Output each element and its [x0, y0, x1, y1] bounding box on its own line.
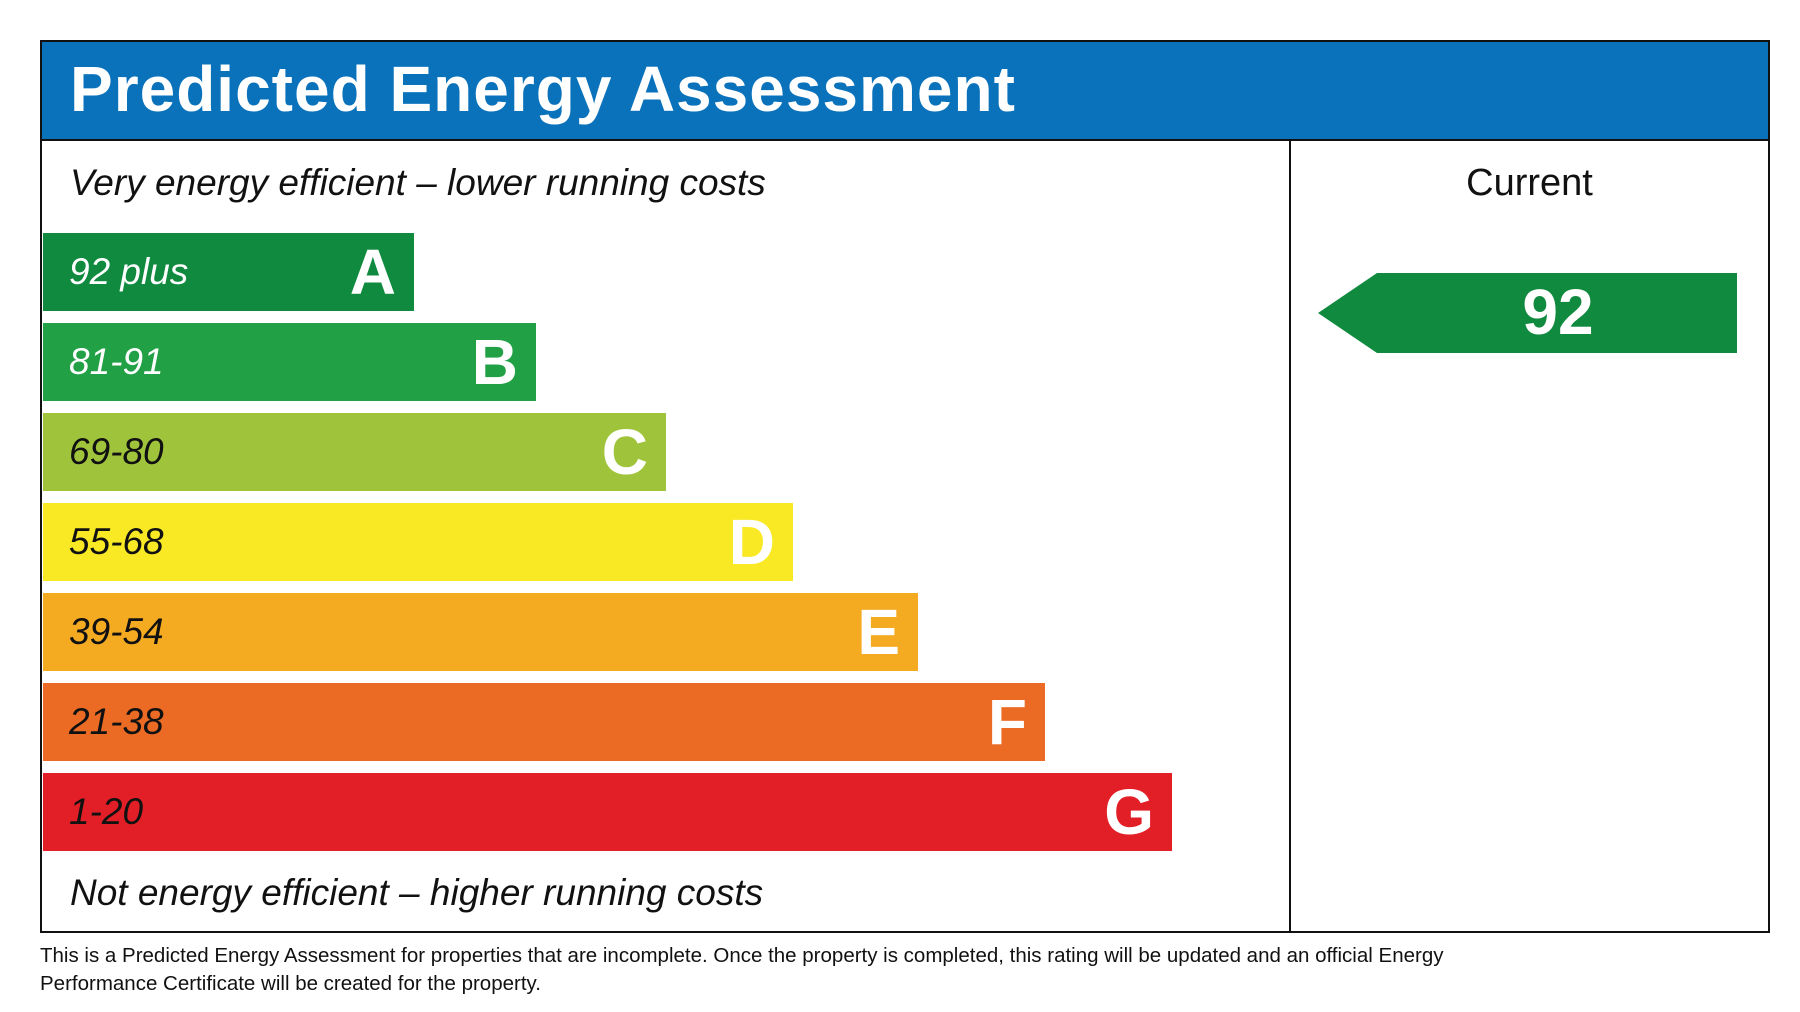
band-a: 92 plus A — [43, 233, 414, 311]
band-range: 92 plus — [69, 251, 189, 292]
page-title: Predicted Energy Assessment — [70, 53, 1016, 125]
band-letter: A — [349, 236, 396, 308]
column-divider — [1289, 141, 1291, 931]
header-bar: Predicted Energy Assessment — [42, 42, 1768, 141]
band-letter: C — [601, 416, 648, 488]
current-rating-value: 92 — [1522, 276, 1593, 348]
band-letter: F — [987, 686, 1027, 758]
band-f: 21-38 F — [43, 683, 1045, 761]
arrow-shape — [1318, 273, 1737, 353]
band-letter: B — [471, 326, 518, 398]
band-letter: D — [728, 506, 775, 578]
top-note: Very energy efficient – lower running co… — [70, 162, 766, 203]
band-letter: E — [857, 596, 900, 668]
band-range: 21-38 — [69, 701, 164, 742]
band-range: 39-54 — [69, 611, 164, 652]
band-d: 55-68 D — [43, 503, 793, 581]
band-b: 81-91 B — [43, 323, 536, 401]
band-range: 55-68 — [69, 521, 164, 562]
band-letter: G — [1104, 776, 1154, 848]
band-range: 1-20 — [69, 791, 144, 832]
footer-disclaimer: This is a Predicted Energy Assessment fo… — [40, 944, 1444, 995]
band-range: 81-91 — [69, 341, 164, 382]
current-rating-arrow: 92 — [1318, 273, 1737, 353]
bottom-note: Not energy efficient – higher running co… — [70, 872, 764, 913]
energy-rating-chart: Predicted Energy Assessment Very energy … — [40, 40, 1770, 933]
band-c: 69-80 C — [43, 413, 666, 491]
band-e: 39-54 E — [43, 593, 918, 671]
band-range: 69-80 — [69, 431, 164, 472]
band-g: 1-20 G — [43, 773, 1172, 851]
current-label: Current — [1466, 162, 1593, 204]
